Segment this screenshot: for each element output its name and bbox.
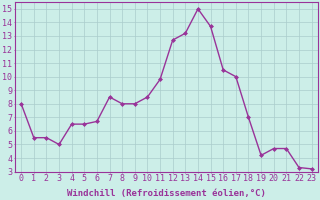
X-axis label: Windchill (Refroidissement éolien,°C): Windchill (Refroidissement éolien,°C) xyxy=(67,189,266,198)
